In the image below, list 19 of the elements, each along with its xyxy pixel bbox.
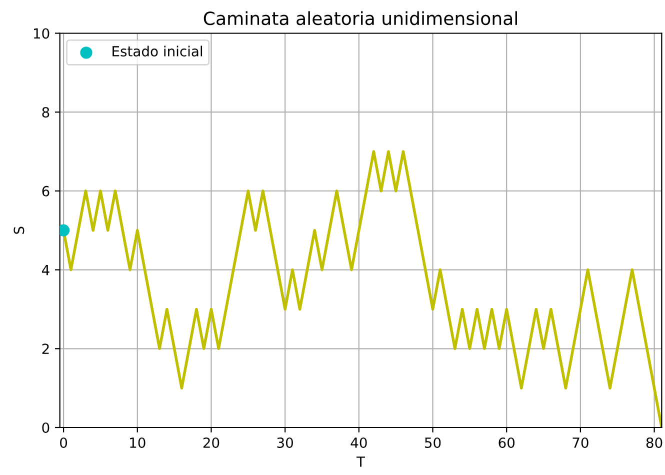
x-tick-label: 70 (572, 437, 588, 448)
x-tick-label: 20 (203, 437, 220, 448)
y-tick-label: 2 (42, 344, 49, 354)
chart-title: Caminata aleatoria unidimensional (204, 11, 517, 26)
y-tick-label: 10 (34, 28, 50, 39)
x-tick-label: 60 (498, 437, 515, 448)
y-tick-label: 8 (42, 107, 50, 118)
x-axis-title: T (356, 456, 366, 467)
x-tick-label: 50 (424, 437, 441, 448)
x-tick-label: 30 (277, 437, 293, 448)
legend-label: Estado inicial (112, 46, 202, 56)
y-axis-title: S (14, 226, 24, 234)
x-tick-label: 10 (130, 437, 146, 448)
x-tick-label: 40 (350, 437, 367, 448)
y-tick-label: 0 (42, 422, 50, 433)
y-tick-label: 6 (42, 186, 50, 196)
x-tick-label: 0 (60, 437, 68, 448)
y-tick-label: 4 (42, 264, 50, 276)
x-tick-label: 80 (646, 437, 662, 448)
